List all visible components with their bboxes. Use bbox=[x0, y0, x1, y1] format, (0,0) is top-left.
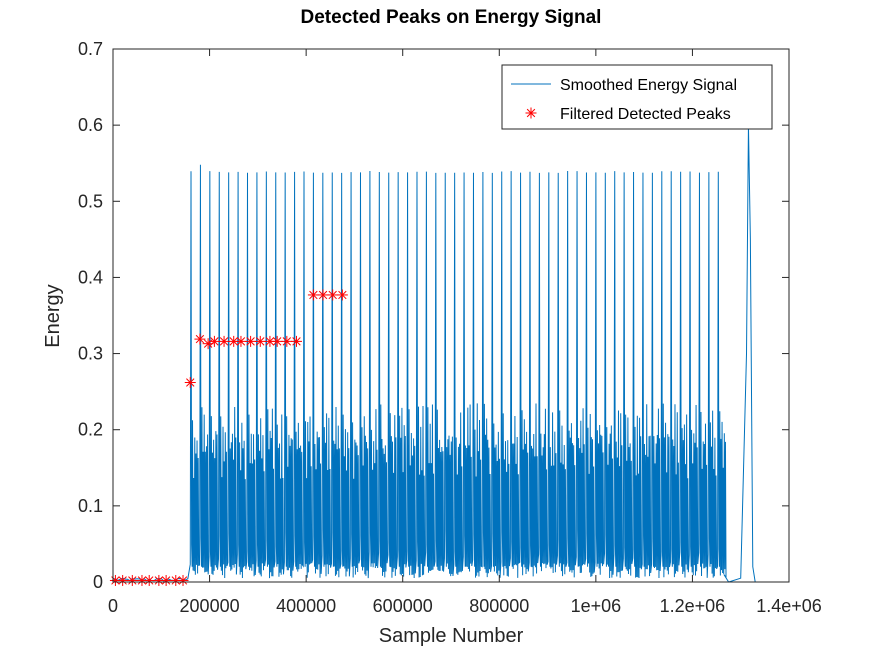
peak-marker bbox=[317, 289, 329, 301]
peak-marker bbox=[290, 335, 302, 347]
legend-box bbox=[501, 64, 773, 130]
peak-marker bbox=[126, 574, 138, 586]
peak-marker bbox=[143, 574, 155, 586]
legend-marker-asterisk bbox=[525, 107, 537, 119]
x-tick-label: 400000 bbox=[276, 596, 336, 616]
legend: Smoothed Energy Signal Filtered Detected… bbox=[501, 64, 773, 130]
peak-marker bbox=[184, 377, 196, 389]
peak-marker bbox=[336, 289, 348, 301]
legend-asterisk bbox=[525, 107, 537, 119]
series-line-smoothed-energy-signal bbox=[112, 125, 756, 583]
peak-marker bbox=[208, 335, 220, 347]
peak-marker bbox=[245, 335, 257, 347]
legend-label-filtered-detected-peaks: Filtered Detected Peaks bbox=[560, 106, 731, 123]
y-tick-label: 0.1 bbox=[78, 496, 103, 516]
x-tick-label: 200000 bbox=[180, 596, 240, 616]
x-tick-label: 600000 bbox=[373, 596, 433, 616]
x-tick-label: 1e+06 bbox=[571, 596, 622, 616]
peak-marker bbox=[235, 335, 247, 347]
peak-marker bbox=[218, 335, 230, 347]
y-tick-label: 0.2 bbox=[78, 420, 103, 440]
peak-marker bbox=[177, 574, 189, 586]
y-tick-label: 0.5 bbox=[78, 191, 103, 211]
peak-marker bbox=[281, 335, 293, 347]
peak-marker bbox=[160, 574, 172, 586]
y-axis-ticks: 0 0.1 0.2 0.3 0.4 0.5 0.6 0.7 bbox=[78, 39, 789, 592]
peak-marker bbox=[254, 335, 266, 347]
y-tick-label: 0 bbox=[93, 572, 103, 592]
peak-marker bbox=[327, 289, 339, 301]
peak-marker bbox=[271, 335, 283, 347]
y-axis-label: Energy bbox=[42, 284, 64, 347]
peak-marker bbox=[117, 574, 129, 586]
x-axis-ticks: 0 200000 400000 600000 800000 1e+06 1.2e+06 1.4… bbox=[108, 49, 822, 616]
x-axis-label: Sample Number bbox=[379, 625, 524, 647]
axes-box bbox=[112, 48, 790, 583]
y-tick-label: 0.4 bbox=[78, 267, 103, 287]
detected-peaks-markers bbox=[109, 289, 348, 586]
chart-title: Detected Peaks on Energy Signal bbox=[301, 7, 602, 28]
y-tick-label: 0.7 bbox=[78, 39, 103, 59]
legend-label-smoothed-energy-signal: Smoothed Energy Signal bbox=[560, 77, 737, 94]
y-tick-label: 0.6 bbox=[78, 115, 103, 135]
peak-marker bbox=[307, 289, 319, 301]
x-tick-label: 1.4e+06 bbox=[756, 596, 822, 616]
peak-marker bbox=[194, 333, 206, 345]
x-tick-label: 0 bbox=[108, 596, 118, 616]
x-tick-label: 800000 bbox=[469, 596, 529, 616]
y-tick-label: 0.3 bbox=[78, 344, 103, 364]
x-tick-label: 1.2e+06 bbox=[660, 596, 726, 616]
